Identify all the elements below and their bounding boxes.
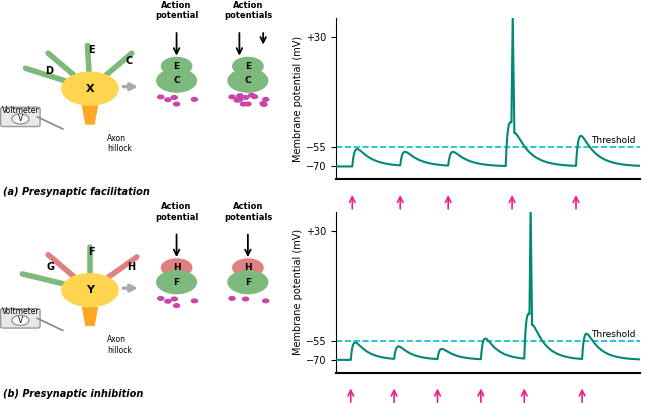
Circle shape: [156, 270, 197, 294]
Text: H: H: [244, 263, 251, 272]
Text: Time (msec): Time (msec): [458, 247, 518, 257]
Text: (b) Presynaptic inhibition: (b) Presynaptic inhibition: [3, 389, 144, 399]
Circle shape: [157, 95, 164, 99]
Circle shape: [174, 304, 180, 307]
Circle shape: [161, 57, 193, 76]
Text: D: D: [45, 66, 54, 75]
Circle shape: [245, 102, 251, 106]
Text: Axon
hillock: Axon hillock: [107, 134, 132, 154]
Circle shape: [249, 93, 255, 97]
Circle shape: [171, 96, 178, 99]
Text: C: C: [173, 76, 180, 85]
Circle shape: [261, 103, 267, 106]
Circle shape: [263, 98, 269, 101]
Text: Axon
hillock: Axon hillock: [107, 335, 132, 355]
Text: (a) Presynaptic facilitation: (a) Presynaptic facilitation: [3, 187, 150, 197]
Text: D: D: [396, 223, 404, 233]
Text: E: E: [174, 62, 180, 71]
Text: V: V: [18, 114, 23, 123]
Circle shape: [174, 102, 180, 106]
Circle shape: [260, 102, 266, 105]
Circle shape: [191, 299, 197, 303]
Circle shape: [263, 299, 269, 303]
Circle shape: [234, 98, 240, 102]
Circle shape: [242, 96, 249, 99]
Circle shape: [12, 315, 29, 326]
Text: Y: Y: [86, 285, 94, 295]
Text: Voltmeter: Voltmeter: [1, 106, 39, 115]
Circle shape: [227, 69, 268, 93]
Circle shape: [156, 69, 197, 93]
Text: Threshold: Threshold: [591, 330, 635, 339]
Circle shape: [236, 98, 242, 102]
Circle shape: [232, 57, 264, 76]
Text: C: C: [245, 76, 251, 85]
Text: Action
potential: Action potential: [155, 1, 199, 20]
FancyBboxPatch shape: [1, 309, 40, 328]
Text: H: H: [127, 262, 135, 272]
Y-axis label: Membrane potential (mV): Membrane potential (mV): [293, 229, 303, 355]
Circle shape: [242, 297, 249, 301]
Text: F: F: [174, 278, 180, 287]
Text: E: E: [88, 46, 95, 55]
Y-axis label: Membrane potential (mV): Membrane potential (mV): [293, 36, 303, 162]
Circle shape: [229, 95, 235, 99]
Text: Voltmeter: Voltmeter: [1, 307, 39, 316]
Text: H: H: [173, 263, 180, 272]
Polygon shape: [82, 106, 97, 124]
Text: V: V: [18, 316, 23, 325]
Circle shape: [237, 94, 243, 98]
Circle shape: [232, 258, 264, 277]
Circle shape: [229, 297, 235, 300]
Text: Action
potentials: Action potentials: [224, 1, 272, 20]
Text: D+E: D+E: [565, 223, 587, 233]
Circle shape: [234, 98, 241, 101]
Circle shape: [61, 71, 119, 106]
Circle shape: [240, 102, 246, 106]
Circle shape: [171, 297, 178, 301]
Circle shape: [61, 273, 119, 307]
Text: F: F: [88, 247, 95, 257]
Circle shape: [157, 297, 164, 300]
Circle shape: [165, 98, 171, 102]
Circle shape: [165, 299, 171, 303]
Circle shape: [251, 95, 258, 98]
Text: E: E: [245, 62, 251, 71]
Text: F: F: [245, 278, 251, 287]
Text: X: X: [86, 84, 94, 93]
Text: C: C: [125, 56, 133, 66]
Text: G: G: [47, 262, 55, 272]
Text: Action
potentials: Action potentials: [224, 202, 272, 222]
Polygon shape: [82, 307, 97, 326]
Text: E: E: [445, 223, 451, 233]
Text: Threshold: Threshold: [591, 136, 635, 145]
Text: C+E: C+E: [502, 223, 522, 233]
Text: C: C: [349, 223, 356, 233]
Circle shape: [191, 98, 197, 101]
FancyBboxPatch shape: [1, 107, 40, 127]
Circle shape: [12, 114, 29, 124]
Circle shape: [227, 270, 268, 294]
Text: Action
potential: Action potential: [155, 202, 199, 222]
Circle shape: [161, 258, 193, 277]
